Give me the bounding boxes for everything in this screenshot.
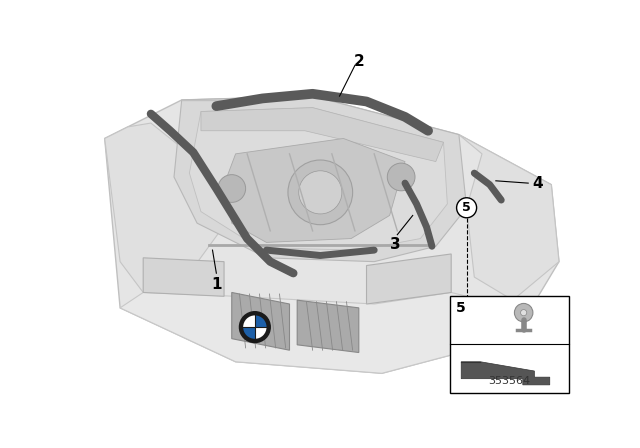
Circle shape xyxy=(242,314,268,340)
Polygon shape xyxy=(105,96,559,373)
Polygon shape xyxy=(242,314,255,327)
Polygon shape xyxy=(143,258,224,296)
Circle shape xyxy=(299,171,342,214)
Polygon shape xyxy=(461,362,550,385)
Text: 5: 5 xyxy=(456,301,465,315)
Polygon shape xyxy=(297,300,359,353)
Circle shape xyxy=(387,163,415,191)
Text: 2: 2 xyxy=(353,54,364,69)
Polygon shape xyxy=(174,96,467,262)
Circle shape xyxy=(288,160,353,225)
Circle shape xyxy=(520,310,527,316)
Text: 5: 5 xyxy=(462,201,471,214)
Polygon shape xyxy=(232,293,289,350)
Polygon shape xyxy=(189,108,447,250)
Polygon shape xyxy=(367,254,451,304)
Polygon shape xyxy=(201,108,444,162)
Circle shape xyxy=(456,198,477,218)
Polygon shape xyxy=(224,138,405,242)
Polygon shape xyxy=(120,293,513,373)
Polygon shape xyxy=(255,314,268,327)
Circle shape xyxy=(239,312,270,343)
Polygon shape xyxy=(459,134,559,300)
Circle shape xyxy=(218,175,246,202)
Polygon shape xyxy=(105,123,220,293)
Polygon shape xyxy=(242,327,255,340)
Text: 1: 1 xyxy=(211,277,221,292)
Bar xyxy=(450,296,569,392)
Text: 353564: 353564 xyxy=(488,376,530,386)
Text: 4: 4 xyxy=(532,176,543,190)
Circle shape xyxy=(515,303,533,322)
Text: 3: 3 xyxy=(390,237,401,252)
Polygon shape xyxy=(255,327,268,340)
